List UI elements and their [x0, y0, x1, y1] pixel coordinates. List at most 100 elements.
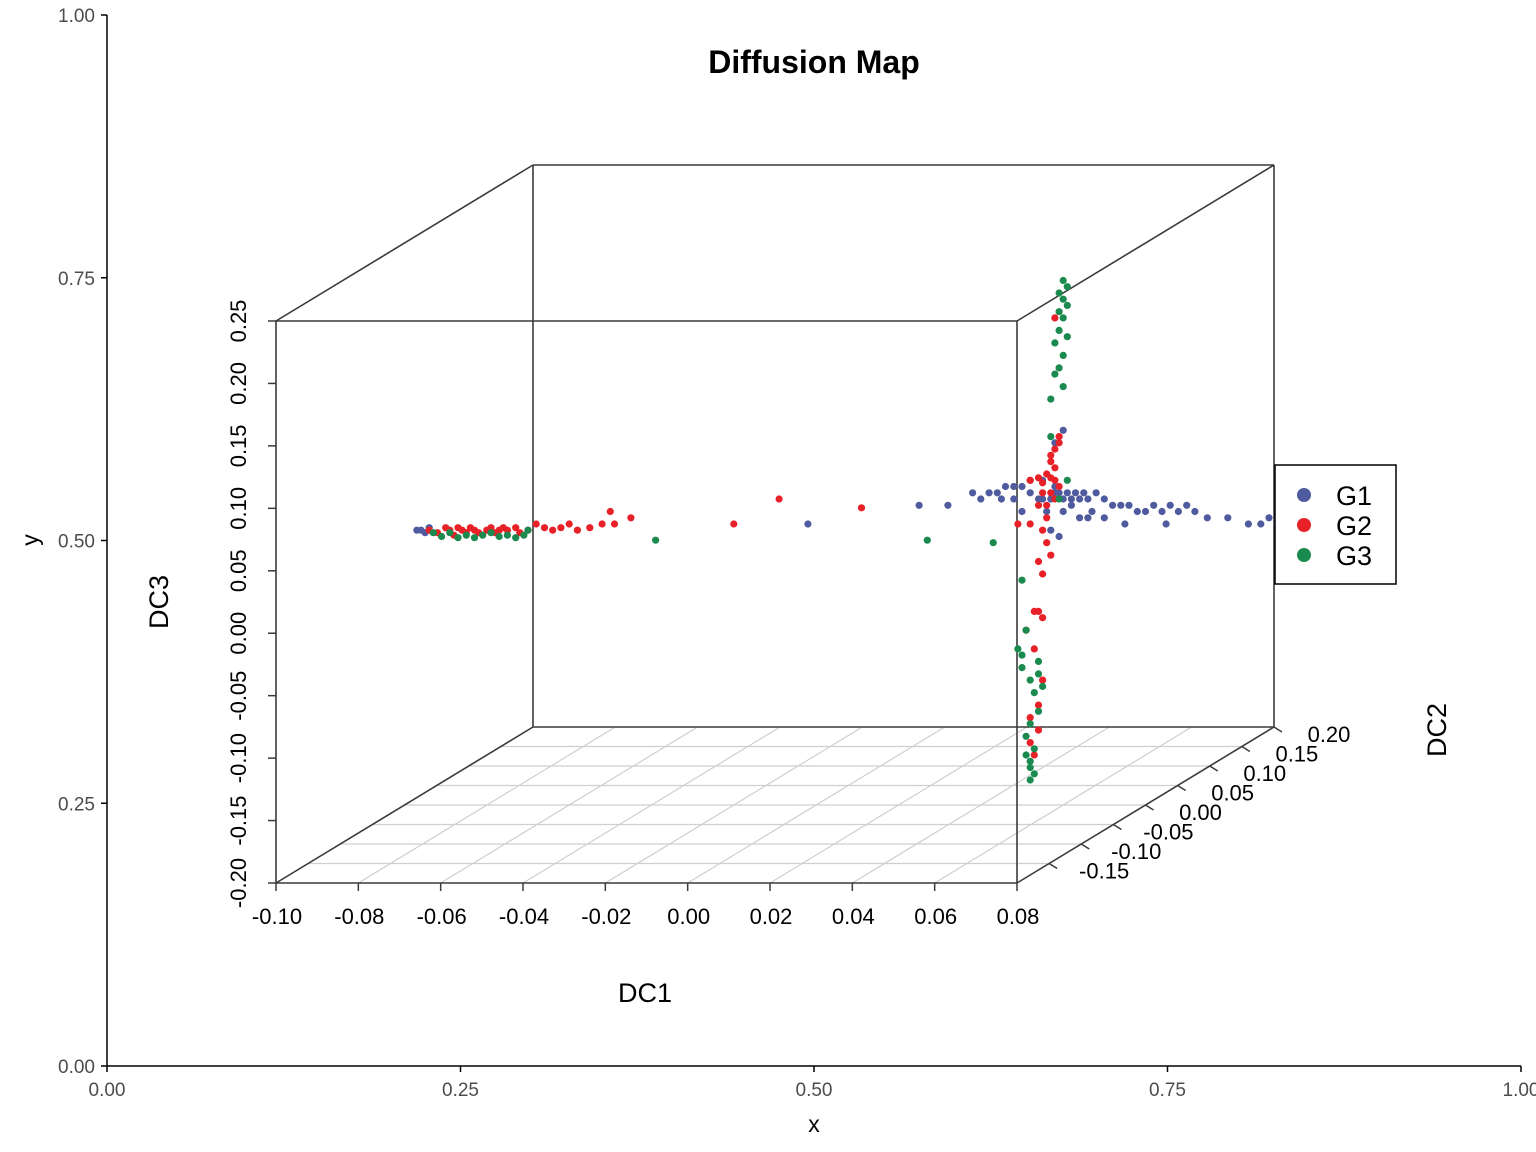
- point-g2: [1055, 433, 1063, 441]
- point-g1: [1059, 507, 1067, 516]
- point-g1: [1059, 426, 1067, 434]
- outer-x-tick-label: 1.00: [1503, 1080, 1536, 1101]
- point-g3: [1047, 395, 1055, 403]
- point-g1: [1018, 482, 1026, 491]
- point-g1: [1133, 507, 1141, 516]
- legend-label-g3: G3: [1336, 541, 1372, 571]
- point-g1: [1183, 501, 1191, 509]
- dc2-tick: [1080, 843, 1090, 850]
- point-g3: [1022, 626, 1030, 634]
- point-g2: [606, 507, 614, 516]
- legend-swatch-g2: [1297, 518, 1311, 532]
- dc3-tick-label: -0.05: [226, 671, 251, 721]
- point-g2: [1034, 474, 1043, 482]
- point-g2: [1034, 557, 1043, 566]
- point-g3: [479, 531, 487, 539]
- legend-swatch-g3: [1297, 548, 1311, 562]
- point-g2: [1051, 314, 1059, 322]
- dc1-tick-label: 0.06: [914, 904, 957, 929]
- point-g2: [1043, 514, 1051, 522]
- point-g3: [503, 531, 511, 539]
- outer-y-tick-label: 1.00: [58, 6, 95, 27]
- dc3-tick-label: 0.00: [226, 612, 251, 655]
- point-g2: [573, 526, 582, 534]
- point-g3: [1026, 763, 1034, 772]
- point-g1: [1141, 507, 1150, 516]
- point-g3: [1034, 657, 1043, 666]
- point-g2: [598, 520, 606, 528]
- point-g2: [1034, 726, 1043, 734]
- point-g3: [520, 531, 528, 539]
- point-g1: [1158, 507, 1166, 516]
- point-g3: [1030, 745, 1038, 753]
- point-g1: [1092, 489, 1100, 497]
- dc2-tick-label: -0.15: [1079, 859, 1129, 884]
- point-g2: [1055, 482, 1063, 491]
- point-g1: [1063, 489, 1071, 497]
- point-g3: [1063, 333, 1071, 341]
- dc3-tick-label: 0.15: [226, 424, 251, 467]
- point-g3: [524, 526, 532, 534]
- point-g1: [1067, 495, 1075, 503]
- point-g1: [1084, 514, 1092, 522]
- outer-x-axis-title: x: [808, 1111, 820, 1137]
- point-g3: [1018, 651, 1026, 659]
- box-3d: -0.10 -0.08 -0.06 -0.04 -0.02 0.00 0.02 0.04 0.0…: [226, 164, 1355, 929]
- point-g1: [993, 489, 1001, 497]
- dc2-tick: [1209, 765, 1219, 772]
- outer-y-tick-label: 0.75: [58, 269, 95, 290]
- point-g2: [1026, 476, 1034, 484]
- point-g1: [1191, 507, 1199, 516]
- box-edge: [275, 164, 534, 322]
- point-g2: [857, 504, 866, 512]
- outer-x-tick-label: 0.50: [796, 1080, 833, 1101]
- point-g2: [1047, 551, 1055, 559]
- point-g1: [1018, 507, 1026, 516]
- point-g2: [1051, 445, 1059, 453]
- point-g3: [1030, 689, 1038, 697]
- point-g2: [1030, 751, 1038, 759]
- dc3-tick-label: -0.20: [226, 858, 251, 908]
- point-g1: [1265, 514, 1273, 522]
- dc1-tick-label: -0.02: [581, 904, 631, 929]
- point-g3: [1039, 682, 1047, 691]
- point-g2: [503, 526, 511, 534]
- point-g3: [1047, 433, 1055, 441]
- legend-box: [1274, 464, 1397, 585]
- dc2-tick: [1241, 745, 1251, 753]
- point-g1: [1067, 501, 1075, 509]
- point-g2: [730, 520, 738, 528]
- point-g3: [512, 534, 520, 542]
- dc1-tick-label: 0.00: [667, 904, 710, 929]
- point-g3: [462, 531, 470, 539]
- point-g1: [1055, 489, 1063, 497]
- axis-3d-ticks: -0.10 -0.08 -0.06 -0.04 -0.02 0.00 0.02 0.04 0.0…: [226, 300, 1350, 929]
- point-g1: [1076, 495, 1084, 503]
- dc1-tick-label: -0.04: [499, 904, 549, 929]
- dc3-tick-label: -0.15: [226, 795, 251, 845]
- point-g3: [1055, 495, 1063, 503]
- point-g2: [1039, 479, 1047, 487]
- point-g2: [1047, 489, 1055, 497]
- point-g3: [1055, 326, 1063, 334]
- point-g2: [549, 526, 557, 534]
- point-g1: [1257, 520, 1265, 528]
- dc2-tick-label: -0.05: [1143, 820, 1193, 845]
- point-g1: [1010, 482, 1018, 491]
- point-g3: [1022, 751, 1030, 759]
- outer-y-axis-title: y: [17, 534, 43, 546]
- point-g3: [1063, 476, 1071, 484]
- point-g2: [540, 524, 549, 532]
- point-g1: [1166, 501, 1174, 509]
- point-g1: [1084, 495, 1092, 503]
- outer-x-tick-label: 0.75: [1149, 1080, 1186, 1101]
- point-g3: [495, 532, 503, 541]
- point-g1: [915, 501, 923, 509]
- point-g2: [1030, 645, 1038, 653]
- point-g3: [1063, 301, 1071, 309]
- point-g3: [1018, 576, 1026, 584]
- point-g3: [429, 529, 437, 537]
- point-g2: [1047, 458, 1055, 466]
- box-edges: [275, 164, 1275, 884]
